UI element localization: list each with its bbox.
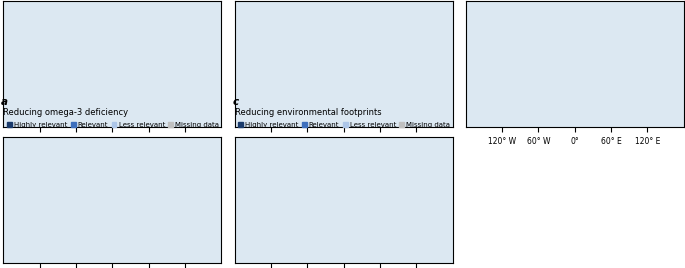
Text: a: a: [1, 97, 8, 107]
Legend: Highly relevant, Relevant, Less relevant, Missing data: Highly relevant, Relevant, Less relevant…: [7, 122, 219, 128]
Legend: Highly relevant, Relevant, Less relevant, Missing data: Highly relevant, Relevant, Less relevant…: [238, 122, 451, 128]
Text: Reducing environmental footprints: Reducing environmental footprints: [234, 108, 381, 117]
Text: c: c: [232, 97, 238, 107]
Text: Reducing omega-3 deficiency: Reducing omega-3 deficiency: [3, 108, 129, 117]
